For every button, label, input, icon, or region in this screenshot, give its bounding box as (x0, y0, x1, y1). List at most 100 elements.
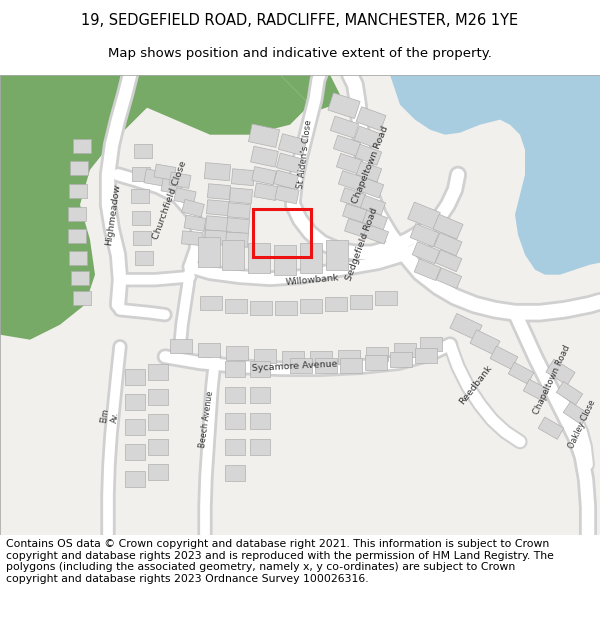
Bar (154, 164, 176, 181)
Text: Sedgefield Road: Sedgefield Road (344, 207, 379, 282)
Bar (250, 439, 270, 455)
Polygon shape (0, 74, 150, 340)
Bar (330, 116, 359, 138)
Bar (338, 171, 364, 191)
Text: Reedbank: Reedbank (458, 363, 494, 406)
Bar (205, 230, 227, 245)
Text: Elm
Av.: Elm Av. (100, 408, 121, 425)
Bar (225, 465, 245, 481)
Bar (225, 439, 245, 455)
Bar (354, 126, 382, 148)
Bar (174, 188, 196, 204)
Bar (326, 239, 348, 270)
Polygon shape (390, 74, 600, 275)
Bar (546, 359, 575, 385)
Bar (226, 346, 248, 359)
Bar (222, 239, 244, 270)
Text: Map shows position and indicative extent of the property.: Map shows position and indicative extent… (108, 48, 492, 61)
Bar (434, 232, 462, 256)
Bar (198, 342, 220, 357)
Bar (144, 169, 168, 186)
Bar (184, 215, 206, 231)
Bar (226, 217, 250, 234)
Bar (225, 412, 245, 429)
Bar (300, 242, 322, 272)
Bar (470, 330, 500, 354)
Bar (356, 107, 386, 131)
Bar (125, 444, 145, 460)
Bar (148, 464, 168, 480)
Bar (433, 214, 463, 239)
Bar (415, 348, 437, 362)
Bar (200, 296, 222, 309)
Text: Sycamore Avenue: Sycamore Avenue (252, 360, 338, 373)
Bar (169, 172, 191, 188)
Bar (227, 202, 251, 219)
Text: St Aiden's Close: St Aiden's Close (296, 119, 314, 190)
Bar (131, 189, 149, 202)
Bar (73, 139, 91, 152)
Bar (252, 166, 276, 185)
Bar (277, 153, 302, 173)
Text: Willowbank: Willowbank (285, 273, 339, 286)
Bar (125, 419, 145, 435)
Bar (148, 439, 168, 455)
Bar (206, 200, 230, 216)
Bar (182, 199, 205, 217)
Bar (70, 161, 88, 174)
Bar (412, 242, 440, 264)
Bar (161, 178, 183, 194)
Text: 19, SEDGEFIELD ROAD, RADCLIFFE, MANCHESTER, M26 1YE: 19, SEDGEFIELD ROAD, RADCLIFFE, MANCHEST… (82, 12, 518, 28)
Bar (508, 362, 534, 384)
Bar (274, 170, 298, 189)
Text: Chapeltown Road: Chapeltown Road (350, 124, 390, 205)
Bar (225, 299, 247, 312)
Bar (69, 251, 87, 265)
Bar (68, 207, 86, 221)
Bar (251, 146, 278, 167)
Bar (337, 154, 362, 174)
Bar (125, 471, 145, 487)
Bar (125, 394, 145, 410)
Polygon shape (280, 74, 340, 110)
Bar (170, 339, 192, 352)
Bar (410, 224, 439, 247)
Bar (362, 211, 388, 230)
Bar (226, 232, 248, 248)
Bar (361, 196, 386, 215)
Bar (350, 294, 372, 309)
Bar (523, 379, 549, 401)
Bar (556, 381, 583, 405)
Bar (148, 414, 168, 430)
Bar (420, 337, 442, 351)
Bar (340, 357, 362, 372)
Bar (181, 231, 203, 246)
Bar (208, 184, 230, 199)
Bar (232, 169, 254, 186)
Bar (364, 224, 389, 244)
Bar (250, 412, 270, 429)
Bar (290, 357, 312, 372)
Bar (358, 177, 384, 198)
Bar (450, 314, 482, 340)
Bar (436, 268, 461, 289)
Bar (205, 216, 229, 232)
Bar (394, 342, 416, 357)
Bar (275, 301, 297, 315)
Bar (250, 387, 270, 402)
Text: Chapeltown Road: Chapeltown Road (532, 344, 572, 416)
Bar (125, 369, 145, 384)
Bar (250, 301, 272, 315)
Bar (365, 355, 387, 369)
Bar (300, 299, 322, 312)
Bar (435, 250, 462, 272)
Bar (69, 184, 87, 198)
Bar (366, 347, 388, 361)
Bar (229, 188, 253, 204)
Bar (375, 291, 397, 304)
Bar (334, 136, 361, 156)
Bar (225, 361, 245, 377)
Bar (254, 183, 278, 201)
Bar (254, 349, 276, 362)
Bar (133, 231, 151, 244)
